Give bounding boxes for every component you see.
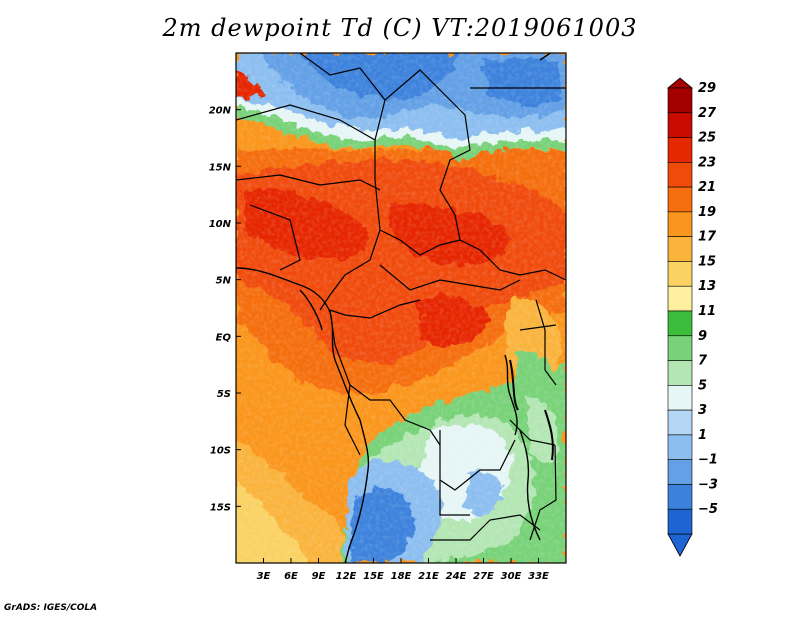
colorbar-label: 29	[698, 81, 716, 96]
colorbar-label: −3	[698, 477, 718, 492]
colorbar-top-arrow	[666, 77, 694, 89]
colorbar-swatch	[667, 186, 693, 213]
lat-tick-label: EQ	[216, 332, 232, 343]
lon-tick-label: 21E	[418, 571, 439, 582]
colorbar-swatch	[667, 261, 693, 287]
colorbar-swatch	[667, 162, 693, 188]
colorbar-label: 15	[698, 254, 716, 269]
colorbar-swatch	[667, 112, 693, 138]
colorbar-label: 23	[698, 155, 716, 170]
longitude-axis: 3E 6E 9E 12E 15E 18E 21E 24E 27E 30E 33E	[257, 558, 549, 582]
colorbar-label: 13	[698, 279, 716, 294]
coastline	[236, 53, 554, 563]
lon-tick-label: 9E	[312, 571, 326, 582]
credit-label: GrADS: IGES/COLA	[4, 603, 98, 613]
lat-tick-label: 5S	[217, 389, 231, 400]
colorbar-label: 9	[698, 329, 707, 344]
colorbar-label: 11	[698, 304, 716, 319]
colorbar-label: 19	[698, 205, 716, 220]
colorbar-swatch	[667, 385, 693, 411]
lat-tick-label: 20N	[209, 106, 232, 117]
colorbar-label: 21	[698, 180, 716, 195]
colorbar-swatch	[667, 310, 693, 337]
colorbar-swatch	[667, 508, 693, 535]
colorbar-label: 17	[698, 230, 717, 245]
lon-tick-label: 3E	[257, 571, 271, 582]
country-borders	[236, 53, 566, 541]
colorbar-label: −5	[698, 502, 718, 517]
colorbar-label: 1	[698, 428, 707, 443]
lon-tick-label: 12E	[336, 571, 357, 582]
lon-tick-label: 15E	[363, 571, 384, 582]
colorbar-bottom-arrow	[667, 533, 693, 557]
lat-tick-label: 10N	[209, 219, 232, 230]
colorbar-label: 3	[698, 403, 707, 418]
lat-tick-label: 5N	[216, 276, 232, 287]
colorbar-swatch	[667, 484, 693, 510]
latitude-axis: 20N 15N 10N 5N EQ 5S 10S 15S	[209, 106, 241, 513]
colorbar-label: 5	[698, 378, 707, 393]
colorbar-swatch	[667, 360, 693, 386]
colorbar-swatch	[667, 335, 693, 361]
colorbar-swatch	[667, 87, 693, 114]
colorbar: 29 27 25 23 21 19 17 15 13 11 9 7 5 3 1 −1 −3 −5	[666, 77, 718, 557]
lon-tick-label: 30E	[501, 571, 522, 582]
lon-tick-label: 24E	[446, 571, 467, 582]
colorbar-label: 25	[698, 131, 716, 146]
lon-tick-label: 6E	[284, 571, 298, 582]
colorbar-label: −1	[698, 453, 718, 468]
lon-tick-label: 27E	[473, 571, 494, 582]
colorbar-swatch	[667, 409, 693, 436]
colorbar-label: 27	[698, 106, 717, 121]
colorbar-swatch	[667, 434, 693, 460]
dewpoint-field	[236, 53, 566, 563]
lon-tick-label: 33E	[528, 571, 549, 582]
colorbar-swatch	[667, 285, 693, 312]
lat-tick-label: 15S	[210, 502, 231, 513]
colorbar-label: 7	[698, 354, 708, 369]
lon-tick-label: 18E	[391, 571, 412, 582]
colorbar-swatch	[667, 211, 693, 237]
colorbar-swatch	[667, 236, 693, 262]
lat-tick-label: 15N	[209, 162, 232, 173]
colorbar-swatch	[667, 459, 693, 485]
map-title: 2m dewpoint Td (C) VT:2019061003	[162, 14, 638, 42]
colorbar-swatch	[667, 137, 693, 163]
lat-tick-label: 10S	[210, 446, 231, 457]
